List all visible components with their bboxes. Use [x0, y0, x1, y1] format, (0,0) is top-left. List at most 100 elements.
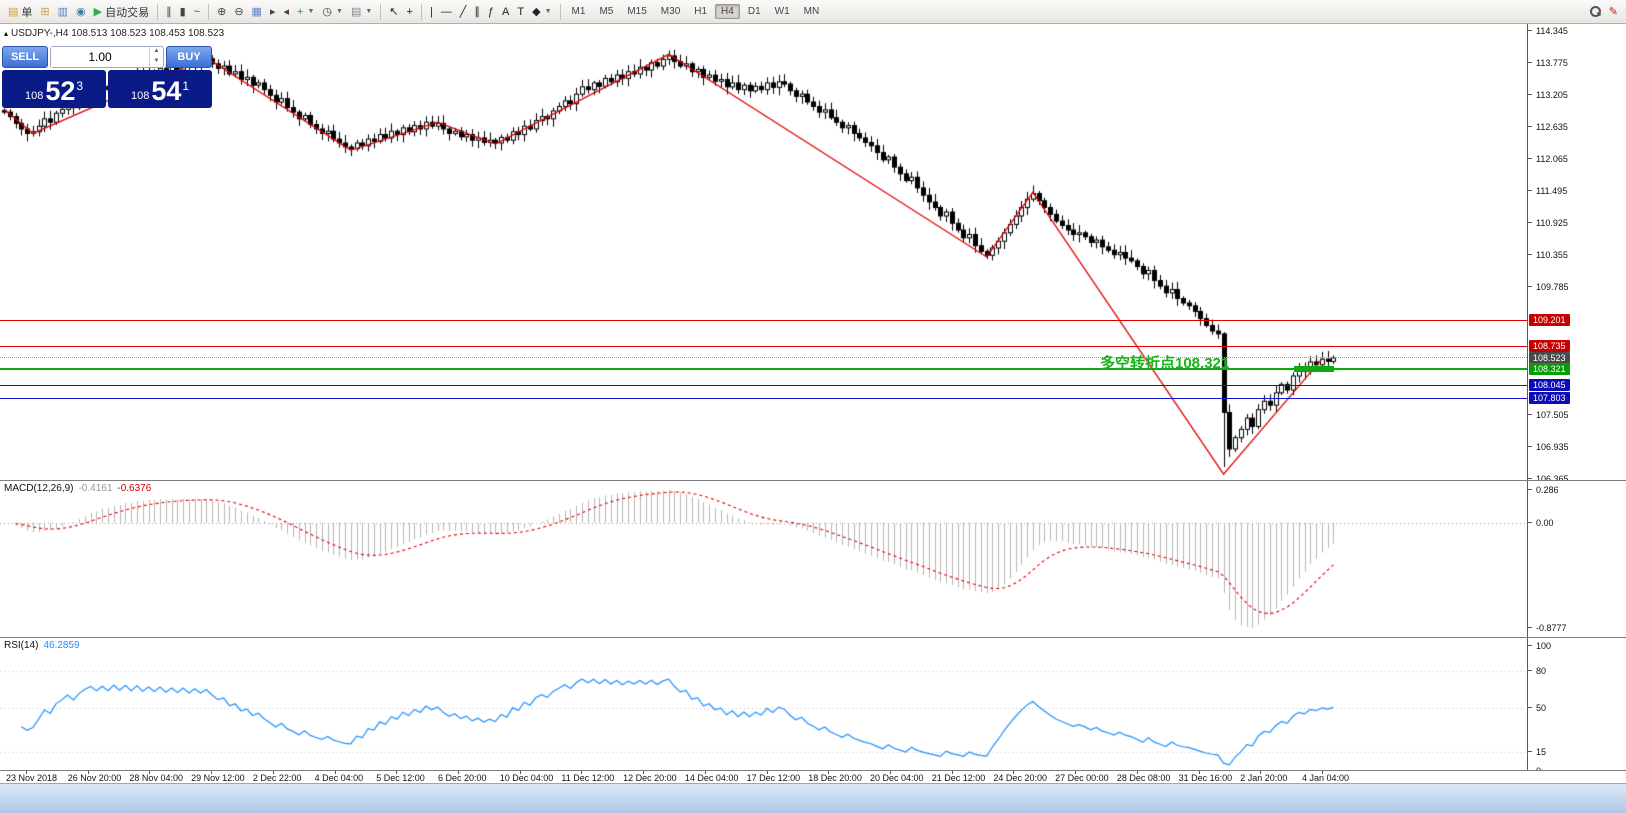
- rsi-axis-label: 50: [1528, 703, 1624, 713]
- zoom-in-button[interactable]: ⊕: [213, 2, 230, 22]
- time-axis-label: 24 Dec 20:00: [993, 773, 1047, 783]
- zoom-search-button[interactable]: [1586, 2, 1605, 22]
- price-axis-label: 112.065: [1528, 154, 1624, 164]
- tile-windows-button[interactable]: ▦: [248, 2, 266, 22]
- time-axis-label: 27 Dec 00:00: [1055, 773, 1109, 783]
- timeframe-m5[interactable]: M5: [599, 6, 614, 17]
- price-badge-108.523[interactable]: 108.523: [1529, 351, 1570, 364]
- zoom-out-button[interactable]: ⊖: [230, 2, 247, 22]
- rsi-axis-label: 100: [1528, 641, 1624, 651]
- timeframe-h4[interactable]: H4: [715, 4, 740, 19]
- time-axis-tick: [87, 771, 89, 774]
- time-axis-tick: [1013, 771, 1015, 774]
- level-line-108.523[interactable]: [0, 356, 1527, 358]
- volume-spinner: ▲ ▼: [149, 47, 163, 67]
- sell-button[interactable]: SELL: [2, 46, 48, 68]
- macd-canvas[interactable]: [0, 481, 1527, 637]
- timeframe-m30[interactable]: M30: [660, 6, 681, 17]
- chart-shift-icon: ◂: [283, 5, 290, 18]
- line-chart-button[interactable]: ~: [190, 2, 204, 22]
- macd-axis[interactable]: 0.286 0.00 -0.8777: [1527, 481, 1626, 637]
- time-axis-tick: [1260, 771, 1262, 774]
- cursor-button[interactable]: ↖: [385, 2, 402, 22]
- price-badge-108.735[interactable]: 108.735: [1529, 339, 1570, 352]
- candlestick-chart-button[interactable]: ▮: [176, 2, 190, 22]
- profiles-button[interactable]: ▥: [54, 2, 72, 22]
- buy-price-sup: 1: [182, 79, 190, 93]
- symbol-collapse-icon[interactable]: ▴: [4, 29, 9, 38]
- timeframe-d1[interactable]: D1: [747, 6, 761, 17]
- price-badge-109.201[interactable]: 109.201: [1529, 313, 1570, 326]
- rsi-canvas[interactable]: [0, 638, 1527, 770]
- buy-price-box[interactable]: 108 54 1: [108, 70, 212, 108]
- channel-button[interactable]: ∥: [470, 2, 484, 22]
- crosshair-button[interactable]: +: [403, 2, 417, 22]
- auto-scroll-button[interactable]: ▸: [266, 2, 280, 22]
- buy-price-prefix: 108: [130, 90, 150, 102]
- vertical-line-button[interactable]: |: [426, 2, 437, 22]
- autotrading-button-label: 自动交易: [105, 6, 150, 19]
- timeframe-m1[interactable]: M1: [571, 6, 586, 17]
- edit-pencil-button[interactable]: ✎: [1605, 2, 1622, 22]
- chart-shift-button[interactable]: ◂: [279, 2, 293, 22]
- charts-grid-button[interactable]: ⊞: [36, 2, 53, 22]
- time-axis-label: 5 Dec 12:00: [376, 773, 425, 783]
- price-chart-canvas[interactable]: [0, 24, 1527, 480]
- volume-up-button[interactable]: ▲: [153, 48, 160, 54]
- macd-main-value: -0.4161: [78, 483, 113, 494]
- new-chart-button[interactable]: + ▼: [293, 2, 318, 22]
- volume-down-button[interactable]: ▼: [153, 58, 160, 64]
- time-axis[interactable]: 23 Nov 2018 26 Nov 20:00 28 Nov 04:00 29 No…: [0, 770, 1626, 783]
- rsi-axis-label: 0: [1528, 766, 1624, 770]
- strategy-tester-button[interactable]: ◉: [72, 2, 90, 22]
- horizontal-line-button[interactable]: —: [437, 2, 456, 22]
- new-order-button[interactable]: ▤ 单: [4, 2, 36, 22]
- toolbar-left-group: ▤ 单 ⊞ ▥ ◉ ▶ 自动交易 ∥ ▮ ~ ⊕ ⊖ ▦ ▸ ◂ + ▼ ◷ ▼ ▤ ▼ ↖ + | — ╱ ∥ ƒ A T ◆ ▼: [4, 2, 565, 22]
- buy-button[interactable]: BUY: [166, 46, 212, 68]
- level-line-108.321[interactable]: [0, 368, 1527, 371]
- level-line-108.735[interactable]: [0, 345, 1527, 347]
- tester-icon: ◉: [76, 5, 86, 18]
- timeframe-mn[interactable]: MN: [803, 6, 820, 17]
- price-axis-label: 106.935: [1528, 442, 1624, 452]
- time-axis-tick: [334, 771, 336, 774]
- turning-point-annotation[interactable]: 多空转折点108.321: [1100, 355, 1230, 372]
- line-chart-icon: ~: [193, 5, 201, 18]
- time-axis-tick: [581, 771, 583, 774]
- level-line-107.803[interactable]: [0, 398, 1527, 400]
- price-badge-108.045[interactable]: 108.045: [1529, 378, 1570, 391]
- level-line-109.201[interactable]: [0, 319, 1527, 321]
- timeframe-m15[interactable]: M15: [627, 6, 647, 17]
- trendline-button[interactable]: ╱: [456, 2, 471, 22]
- level-line-108.045[interactable]: [0, 384, 1527, 386]
- macd-label: MACD(12,26,9): [4, 483, 74, 494]
- sell-price-box[interactable]: 108 52 3: [2, 70, 106, 108]
- search-icon: [1589, 6, 1601, 17]
- crosshair-icon: +: [406, 5, 413, 18]
- shapes-button[interactable]: ◆ ▼: [528, 2, 555, 22]
- price-axis-label: 112.635: [1528, 122, 1624, 132]
- turning-point-marker[interactable]: [1294, 366, 1334, 372]
- autotrading-button[interactable]: ▶ 自动交易: [90, 2, 153, 22]
- fibonacci-button[interactable]: ƒ: [484, 2, 498, 22]
- time-axis-tick: [766, 771, 768, 774]
- bar-chart-button[interactable]: ∥: [162, 2, 176, 22]
- price-badge-108.321[interactable]: 108.321: [1529, 363, 1570, 376]
- chevron-down-icon: ▼: [544, 8, 552, 15]
- rsi-axis-label: 15: [1528, 747, 1624, 757]
- periods-button[interactable]: ◷ ▼: [318, 2, 347, 22]
- symbol-quote-text: USDJPY-,H4 108.513 108.523 108.453 108.5…: [11, 28, 225, 39]
- volume-input[interactable]: [51, 47, 149, 67]
- symbol-info: ▴ USDJPY-,H4 108.513 108.523 108.453 108.…: [4, 28, 224, 39]
- price-badge-107.803[interactable]: 107.803: [1529, 392, 1570, 405]
- time-axis-tick: [149, 771, 151, 774]
- price-axis-label: 109.785: [1528, 282, 1624, 292]
- templates-button[interactable]: ▤ ▼: [347, 2, 376, 22]
- rsi-axis[interactable]: 100 80 50 15 0: [1527, 638, 1626, 770]
- price-axis[interactable]: 114.345 113.775 113.205 112.635 112.065 111.4…: [1527, 24, 1626, 480]
- timeframe-h1[interactable]: H1: [694, 6, 708, 17]
- chart-overlay: [0, 24, 1527, 480]
- label-button[interactable]: T: [513, 2, 528, 22]
- timeframe-w1[interactable]: W1: [774, 6, 790, 17]
- text-button[interactable]: A: [498, 2, 513, 22]
